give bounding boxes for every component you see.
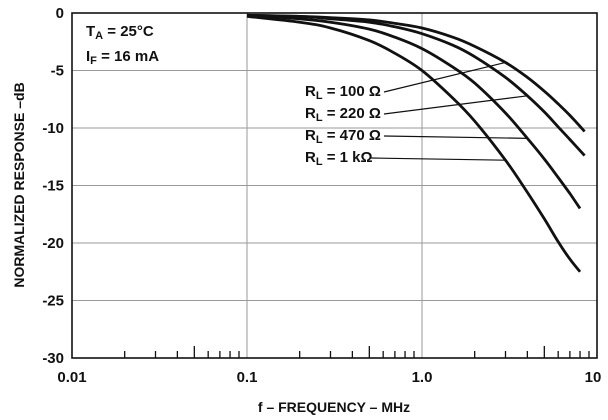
condition-forward-current: IF = 16 mA: [86, 48, 159, 67]
y-tick-label: -5: [51, 63, 64, 80]
minor-ticks: [124, 346, 590, 358]
series-line-3: [246, 13, 582, 210]
legend-label-subscript: L: [316, 156, 323, 168]
y-tick-labels: 0 -5 -10 -15 -20 -25 -30: [42, 5, 64, 367]
y-tick-label: -10: [42, 120, 64, 137]
y-tick-label: -25: [42, 293, 64, 310]
legend-leader-1: [383, 61, 506, 93]
legend-label-3: RL = 470 Ω: [305, 127, 381, 146]
condition-current-subscript: F: [90, 55, 97, 67]
legend-label-1: RL = 100 Ω: [305, 83, 381, 102]
y-tick-label: -30: [42, 350, 64, 367]
condition-temperature: TA = 25°C: [86, 23, 154, 42]
y-tick-label: -20: [42, 235, 64, 252]
x-axis-title: f – FREQUENCY – MHz: [258, 399, 410, 415]
y-tick-label: 0: [56, 5, 64, 22]
plot-area-frame: [71, 12, 598, 359]
legend-label-value: = 470 Ω: [323, 127, 381, 144]
legend-label-subscript: L: [316, 134, 323, 146]
condition-temperature-symbol: T: [86, 23, 95, 40]
legend-label-symbol: R: [305, 105, 316, 122]
legend-label-value: = 1 kΩ: [323, 149, 373, 166]
legend-label-symbol: R: [305, 149, 316, 166]
legend-leader-3: [383, 135, 528, 139]
series-lines: [246, 13, 586, 273]
series-line-4: [246, 15, 582, 273]
condition-temperature-subscript: A: [95, 30, 103, 42]
legend-leader-4: [370, 157, 506, 161]
legend-label-subscript: L: [316, 90, 323, 102]
legend-label-4: RL = 1 kΩ: [305, 149, 373, 168]
y-axis-title: NORMALIZED RESPONSE –dB: [11, 82, 27, 287]
legend-label-subscript: L: [316, 112, 323, 124]
legend-label-symbol: R: [305, 83, 316, 100]
legend-label-value: = 220 Ω: [323, 105, 381, 122]
series-legend: RL = 100 ΩRL = 220 ΩRL = 470 ΩRL = 1 kΩ: [305, 83, 381, 168]
series-line-2: [246, 13, 586, 157]
x-tick-label: 0.1: [237, 369, 258, 386]
legend-label-symbol: R: [305, 127, 316, 144]
y-tick-label: -15: [42, 178, 64, 195]
condition-current-value: = 16 mA: [97, 48, 159, 65]
x-tick-label: 10: [585, 369, 602, 386]
x-tick-label: 1.0: [412, 369, 433, 386]
legend-leader-2: [383, 95, 528, 115]
legend-leader-lines: [370, 61, 528, 161]
condition-current-symbol: I: [86, 48, 90, 65]
x-tick-label: 0.01: [57, 369, 86, 386]
x-tick-labels: 0.01 0.1 1.0 10: [57, 369, 601, 386]
condition-temperature-value: = 25°C: [103, 23, 154, 40]
legend-label-value: = 100 Ω: [323, 83, 381, 100]
legend-label-2: RL = 220 Ω: [305, 105, 381, 124]
